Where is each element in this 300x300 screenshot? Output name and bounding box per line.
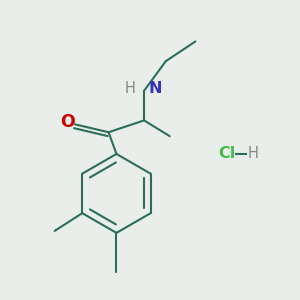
Text: O: O [61,113,75,131]
Text: N: N [148,81,161,96]
Text: H: H [125,81,136,96]
Text: H: H [247,146,258,161]
Text: Cl: Cl [218,146,236,161]
